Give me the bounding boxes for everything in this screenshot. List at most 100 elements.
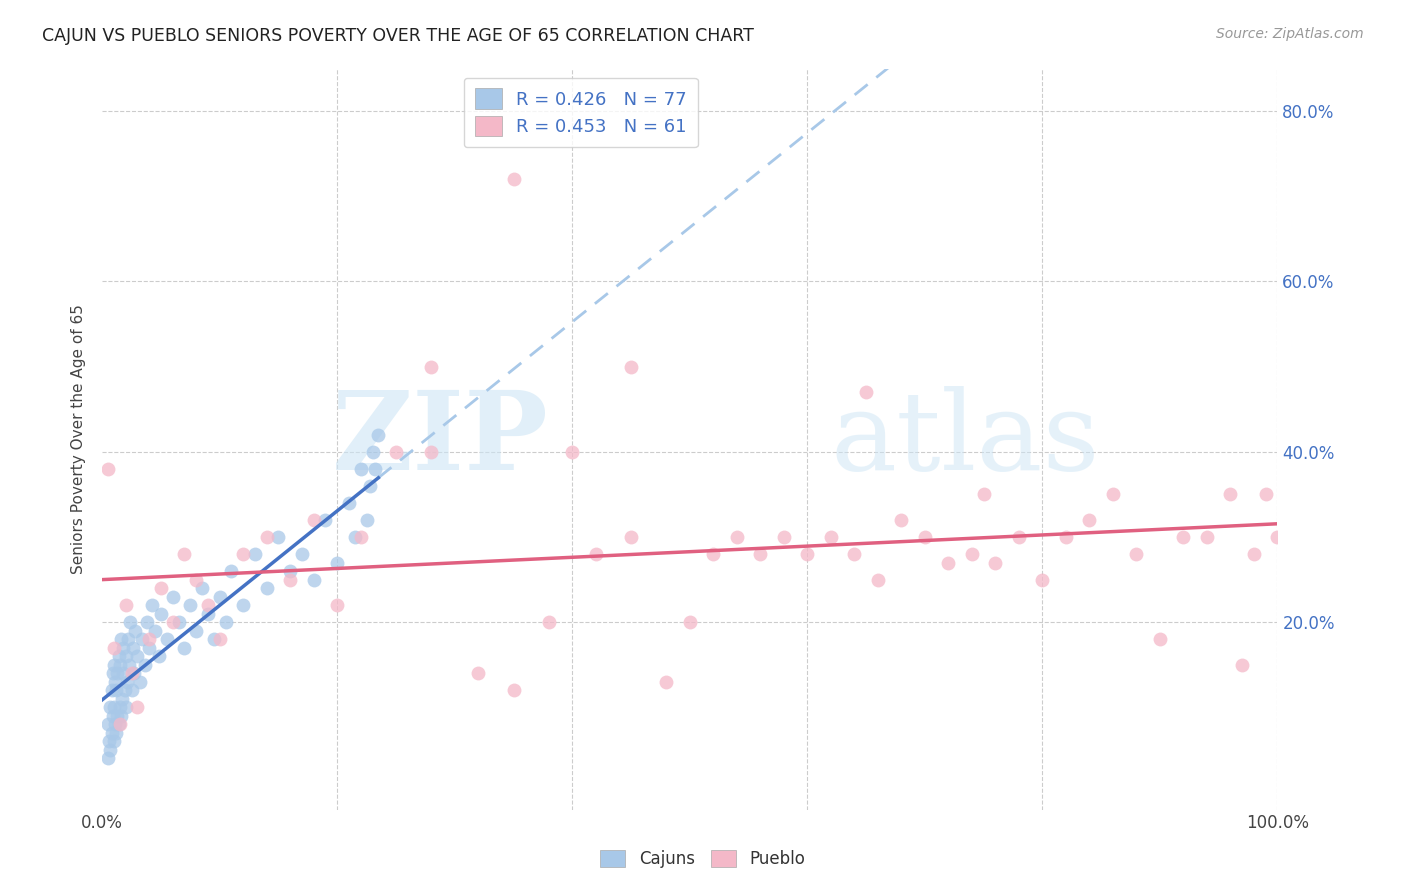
Point [772, 530, 794, 544]
Point [97, 717, 120, 731]
Point [186, 573, 208, 587]
Point [105, 726, 128, 740]
Point [585, 547, 607, 561]
Point [114, 700, 136, 714]
Point [120, 615, 142, 629]
Point [620, 359, 643, 374]
Point [855, 385, 877, 400]
Point [1054, 530, 1077, 544]
Legend: Cajuns, Pueblo: Cajuns, Pueblo [593, 843, 813, 875]
Point [143, 624, 166, 638]
Point [179, 598, 201, 612]
Point [679, 615, 702, 629]
Point [110, 632, 132, 647]
Point [112, 640, 135, 655]
Point [114, 598, 136, 612]
Point [108, 700, 131, 714]
Point [103, 734, 125, 748]
Point [914, 530, 936, 544]
Point [97, 751, 120, 765]
Point [359, 479, 381, 493]
Point [1173, 530, 1195, 544]
Point [100, 683, 122, 698]
Point [104, 717, 127, 731]
Point [114, 649, 136, 664]
Point [112, 666, 135, 681]
Text: atlas: atlas [831, 385, 1101, 492]
Y-axis label: Seniors Poverty Over the Age of 65: Seniors Poverty Over the Age of 65 [72, 304, 86, 574]
Point [141, 598, 163, 612]
Point [278, 573, 301, 587]
Point [243, 547, 266, 561]
Point [256, 530, 278, 544]
Point [844, 547, 866, 561]
Point [127, 649, 149, 664]
Point [138, 632, 160, 647]
Text: CAJUN VS PUEBLO SENIORS POVERTY OVER THE AGE OF 65 CORRELATION CHART: CAJUN VS PUEBLO SENIORS POVERTY OVER THE… [42, 27, 754, 45]
Point [232, 598, 254, 612]
Point [101, 666, 124, 681]
Point [115, 674, 138, 689]
Point [502, 172, 524, 186]
Point [326, 556, 349, 570]
Point [138, 640, 160, 655]
Point [1031, 573, 1053, 587]
Point [104, 674, 127, 689]
Point [278, 564, 301, 578]
Point [134, 657, 156, 672]
Point [108, 657, 131, 672]
Point [1195, 530, 1218, 544]
Point [121, 640, 143, 655]
Point [1230, 657, 1253, 672]
Point [620, 530, 643, 544]
Point [128, 674, 150, 689]
Point [361, 445, 384, 459]
Point [214, 615, 236, 629]
Point [127, 700, 149, 714]
Point [337, 496, 360, 510]
Point [105, 683, 128, 698]
Point [866, 573, 889, 587]
Point [302, 513, 325, 527]
Point [100, 700, 122, 714]
Point [1267, 530, 1289, 544]
Point [936, 556, 959, 570]
Point [749, 547, 772, 561]
Point [149, 581, 172, 595]
Point [291, 547, 314, 561]
Point [350, 462, 373, 476]
Point [101, 709, 124, 723]
Point [960, 547, 983, 561]
Point [1219, 487, 1241, 501]
Point [561, 445, 583, 459]
Point [162, 590, 184, 604]
Point [110, 709, 132, 723]
Point [121, 683, 143, 698]
Point [984, 556, 1007, 570]
Point [326, 598, 349, 612]
Point [467, 666, 489, 681]
Point [97, 462, 120, 476]
Point [122, 666, 145, 681]
Point [1078, 513, 1101, 527]
Point [256, 581, 278, 595]
Point [367, 427, 389, 442]
Point [131, 632, 153, 647]
Point [420, 445, 443, 459]
Point [1149, 632, 1171, 647]
Point [107, 709, 129, 723]
Point [103, 657, 125, 672]
Point [385, 445, 408, 459]
Point [114, 683, 136, 698]
Point [107, 717, 129, 731]
Point [100, 726, 122, 740]
Point [232, 547, 254, 561]
Point [186, 624, 208, 638]
Point [135, 615, 157, 629]
Point [103, 700, 125, 714]
Point [356, 513, 378, 527]
Point [796, 547, 818, 561]
Point [148, 649, 170, 664]
Point [117, 632, 139, 647]
Point [1243, 547, 1265, 561]
